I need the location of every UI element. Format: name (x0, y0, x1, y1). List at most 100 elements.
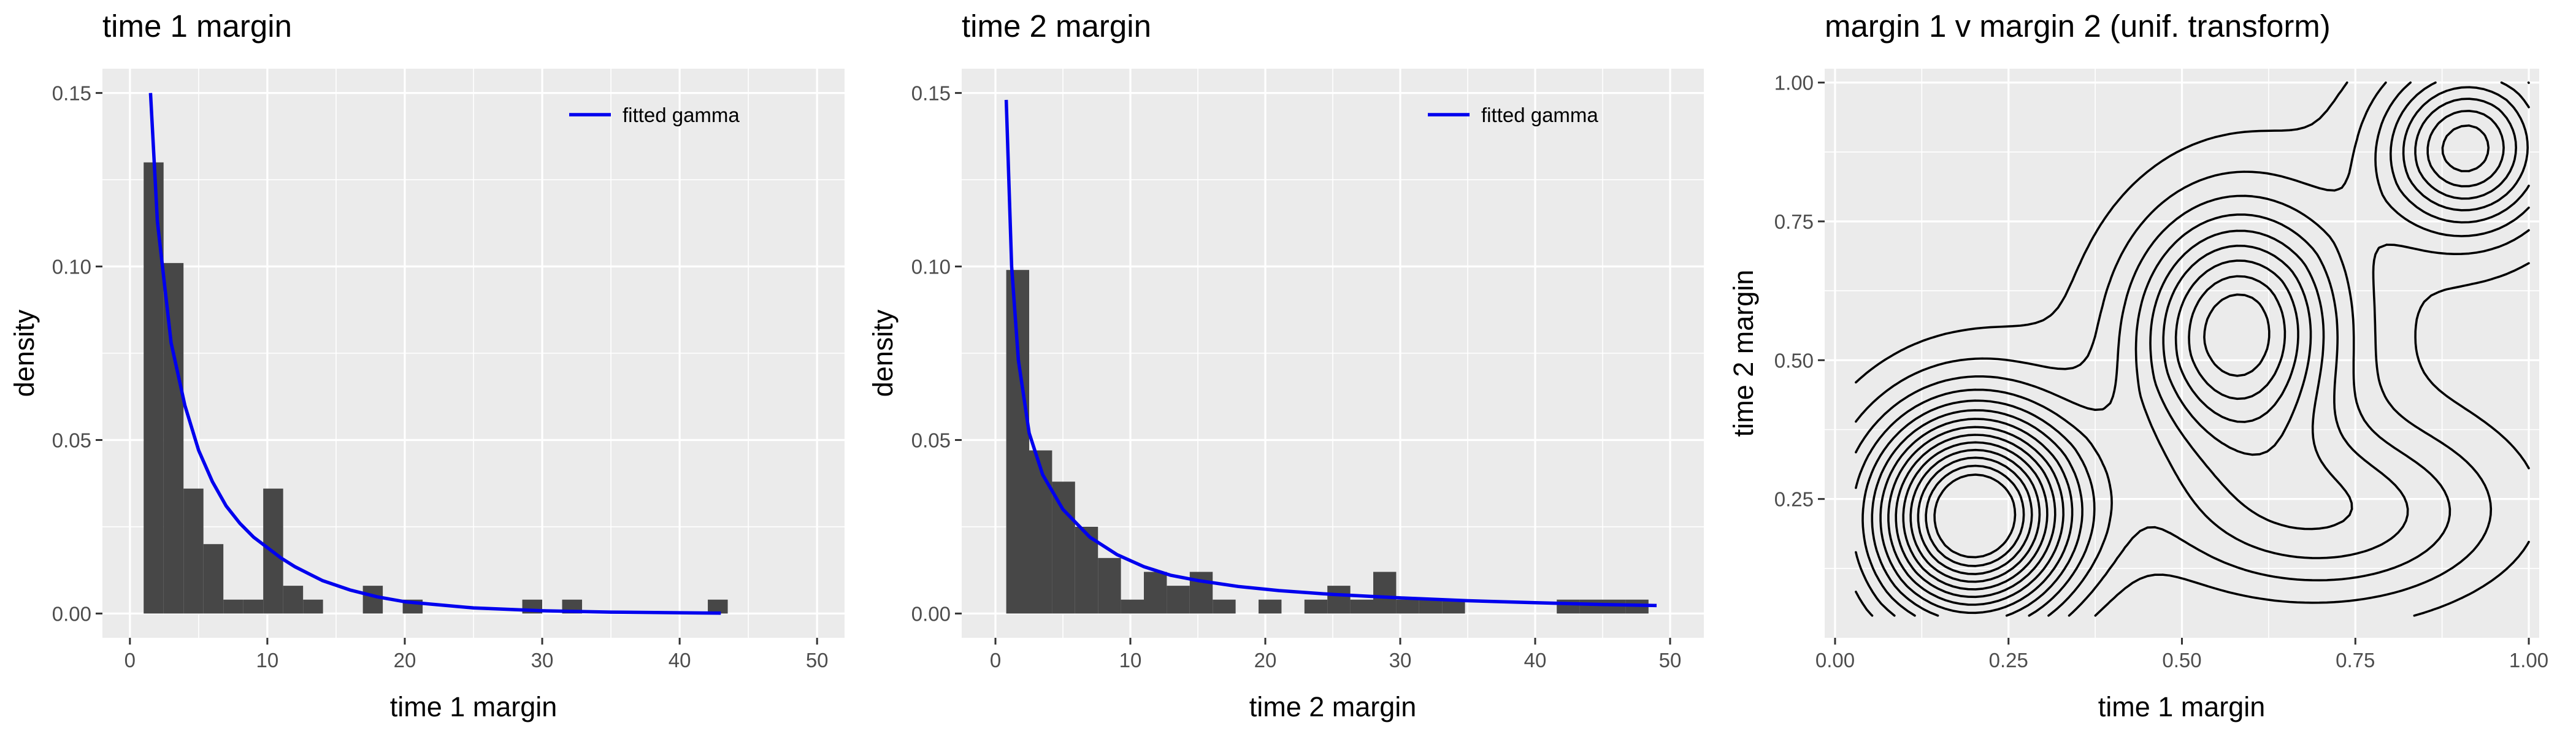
x-axis-title: time 1 margin (390, 691, 558, 722)
y-tick-label: 1.00 (1774, 72, 1814, 94)
y-tick-label: 0.50 (1774, 349, 1814, 372)
y-tick-label: 0.10 (911, 256, 951, 278)
x-tick-label: 0 (990, 649, 1001, 672)
x-tick-label: 0.75 (2336, 649, 2375, 672)
y-tick-label: 0.00 (52, 602, 91, 625)
panel-copula: margin 1 v margin 2 (unif. transform) 0.… (1728, 9, 2548, 722)
x-tick-label: 0.50 (2162, 649, 2201, 672)
x-tick-label: 30 (1389, 649, 1412, 672)
y-axis-title: density (867, 309, 899, 397)
histogram-bar (1603, 599, 1626, 614)
panel-time1: time 1 margin 0 10 20 30 40 50 0.000.050.100.… (9, 9, 845, 722)
gridlines (1825, 69, 2539, 638)
y-axis-ticks: 0.00 0.05 0.10 0.15 (52, 82, 102, 625)
histogram-bar (1213, 599, 1236, 614)
y-axis-ticks: 0.25 0.50 0.75 1.00 (1774, 72, 1825, 511)
histogram-bar (1396, 599, 1419, 614)
x-tick-label: 20 (394, 649, 416, 672)
y-axis-ticks: 0.00 0.05 0.10 0.15 (911, 82, 962, 625)
x-tick-label: 50 (1659, 649, 1682, 672)
x-axis-ticks: 0 10 20 30 40 50 (990, 638, 1682, 672)
histogram-bar (1419, 599, 1443, 614)
contour-line (1879, 110, 2505, 615)
contour-line (1855, 81, 2530, 617)
histogram-bar (1098, 557, 1121, 614)
x-tick-label: 40 (1524, 649, 1547, 672)
x-tick-label: 1.00 (2509, 649, 2548, 672)
x-tick-label: 0.25 (1989, 649, 2028, 672)
histogram-bar (243, 599, 264, 614)
histogram-bar (1259, 599, 1282, 614)
histogram-bar (283, 586, 304, 614)
x-tick-label: 50 (806, 649, 829, 672)
x-tick-label: 0.00 (1815, 649, 1855, 672)
x-tick-label: 0 (125, 649, 136, 672)
histogram-bars (1006, 270, 1649, 614)
fitted-gamma-curve (1004, 99, 1657, 608)
y-tick-label: 0.00 (911, 602, 951, 625)
contour-line (1925, 464, 2025, 567)
panel-title: time 2 margin (962, 9, 1151, 44)
panel-title: margin 1 v margin 2 (unif. transform) (1825, 9, 2331, 44)
contour-line (1895, 293, 2271, 599)
x-axis-ticks: 0.00 0.25 0.50 0.75 1.00 (1815, 638, 2548, 672)
y-axis-title: density (9, 309, 40, 397)
histogram-bar (708, 599, 728, 614)
y-tick-label: 0.15 (911, 82, 951, 105)
histogram-bar (1350, 599, 1373, 614)
histogram-bar (1006, 270, 1029, 614)
histogram-bar (362, 586, 383, 614)
x-axis-ticks: 0 10 20 30 40 50 (125, 638, 829, 672)
histogram-bar (203, 544, 224, 614)
contour-line (1871, 98, 2517, 617)
histogram-bar (1373, 572, 1397, 614)
histogram-bar (1121, 599, 1144, 614)
legend-label: fitted gamma (623, 104, 740, 126)
y-tick-label: 0.05 (911, 429, 951, 451)
contour-line (1855, 81, 2530, 617)
x-tick-label: 30 (531, 649, 554, 672)
panel-time2: time 2 margin 0 10 20 30 40 50 0.000.050.100.… (867, 9, 1704, 722)
contour-line (1933, 473, 2017, 559)
legend: fitted gamma (569, 104, 740, 126)
histogram-bar (1442, 599, 1465, 614)
contour-line (1855, 81, 2530, 617)
contour-line (1855, 81, 2530, 617)
x-axis-title: time 2 margin (1249, 691, 1417, 722)
x-tick-label: 40 (669, 649, 691, 672)
x-tick-label: 10 (1119, 649, 1142, 672)
histogram-bar (144, 162, 164, 614)
y-tick-label: 0.25 (1774, 488, 1814, 511)
histogram-bar (163, 262, 184, 614)
histogram-bar (1167, 586, 1190, 614)
histogram-bar (1029, 450, 1052, 614)
panel-title: time 1 margin (102, 9, 292, 44)
contour-line (1917, 456, 2033, 575)
histogram-bar (1304, 599, 1328, 614)
contour-line (1861, 86, 2529, 617)
contour-line (1902, 441, 2049, 591)
legend: fitted gamma (1428, 104, 1598, 126)
x-tick-label: 10 (256, 649, 279, 672)
y-tick-label: 0.75 (1774, 210, 1814, 233)
y-tick-label: 0.10 (52, 256, 91, 278)
density-contours (1855, 81, 2530, 617)
y-tick-label: 0.05 (52, 429, 91, 451)
histogram-bar (223, 599, 243, 614)
contour-line (1909, 448, 2041, 583)
legend-label: fitted gamma (1481, 104, 1598, 126)
histogram-bar (1579, 599, 1603, 614)
histogram-bar (183, 488, 204, 614)
fitted-gamma-curve (148, 93, 721, 615)
histogram-bar (1327, 586, 1351, 614)
y-axis-title: time 2 margin (1728, 270, 1759, 437)
x-tick-label: 20 (1254, 649, 1277, 672)
x-axis-title: time 1 margin (2098, 691, 2266, 722)
histogram-bar (303, 599, 323, 614)
contour-line (1887, 124, 2490, 606)
y-tick-label: 0.15 (52, 82, 91, 105)
histogram-bar (1144, 572, 1167, 614)
histogram-bar (1052, 481, 1075, 614)
